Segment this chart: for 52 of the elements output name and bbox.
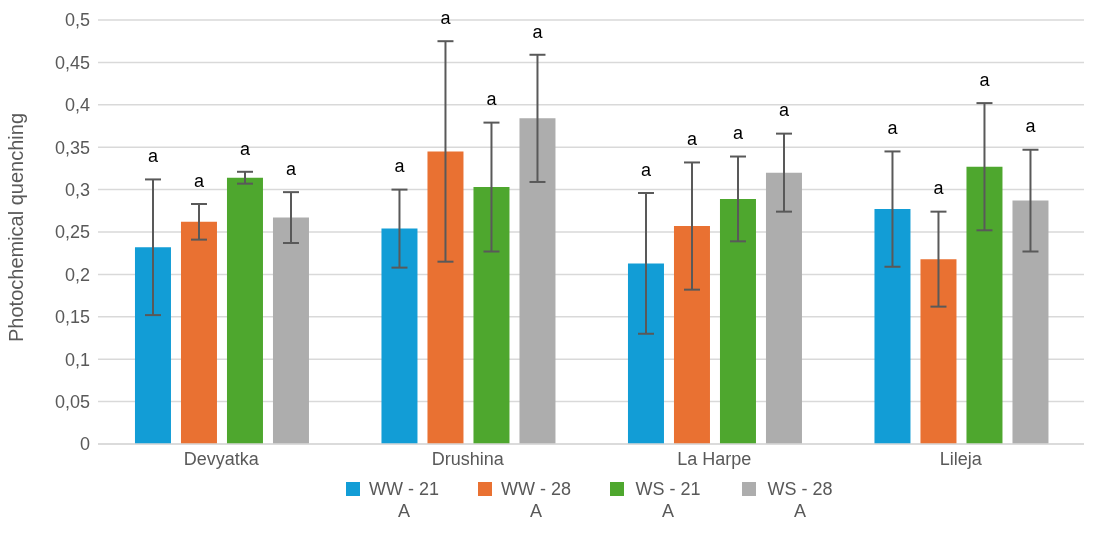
y-tick-label: 0 (79, 434, 90, 455)
bar (473, 187, 510, 444)
bar (765, 172, 802, 444)
annotation: a (486, 89, 498, 110)
legend-label: WS - 28 A (766, 478, 834, 522)
bar (180, 221, 217, 444)
annotation: a (732, 123, 744, 144)
annotation: a (285, 158, 297, 179)
annotation: a (394, 156, 406, 177)
annotation: a (239, 138, 251, 159)
x-tick-label: Drushina (431, 448, 505, 469)
y-tick-label: 0,15 (54, 307, 90, 328)
y-tick-label: 0,05 (54, 391, 90, 412)
y-axis-title: Photochemical quenching (5, 112, 28, 342)
x-tick-label: Lileja (939, 448, 983, 469)
bar (519, 118, 556, 444)
annotation: a (933, 178, 945, 199)
bar (134, 247, 171, 444)
y-tick-label: 0,25 (54, 222, 90, 243)
annotation: a (440, 7, 452, 28)
bar (226, 177, 263, 444)
annotation: a (640, 159, 652, 180)
bar (627, 263, 664, 444)
y-tick-label: 0,3 (64, 179, 90, 200)
annotation: a (686, 129, 698, 150)
y-tick-label: 0,35 (54, 137, 90, 158)
bar (874, 209, 911, 444)
x-tick-label: La Harpe (677, 448, 752, 469)
annotation: a (979, 69, 991, 90)
annotation: a (1025, 116, 1037, 137)
annotation: a (193, 170, 205, 191)
y-tick-label: 0,45 (54, 52, 90, 73)
annotation: a (778, 100, 790, 121)
legend-label: WS - 21 A (634, 478, 702, 522)
bar (427, 151, 464, 444)
y-tick-label: 0,4 (64, 95, 90, 116)
bar (966, 166, 1003, 444)
legend-label: WW - 28 A (500, 478, 572, 522)
y-tick-label: 0,1 (64, 349, 90, 370)
bar (272, 217, 309, 444)
bar (1012, 200, 1049, 444)
annotation: a (532, 21, 544, 42)
y-tick-label: 0,2 (64, 264, 90, 285)
bar (673, 226, 710, 444)
annotation: a (887, 118, 899, 139)
x-tick-label: Devyatka (183, 448, 260, 469)
legend-label: WW - 21 A (368, 478, 440, 522)
bar (381, 228, 418, 444)
bar (920, 259, 957, 444)
annotation: a (147, 146, 159, 167)
y-tick-label: 0,5 (64, 10, 90, 31)
bar (719, 198, 756, 444)
